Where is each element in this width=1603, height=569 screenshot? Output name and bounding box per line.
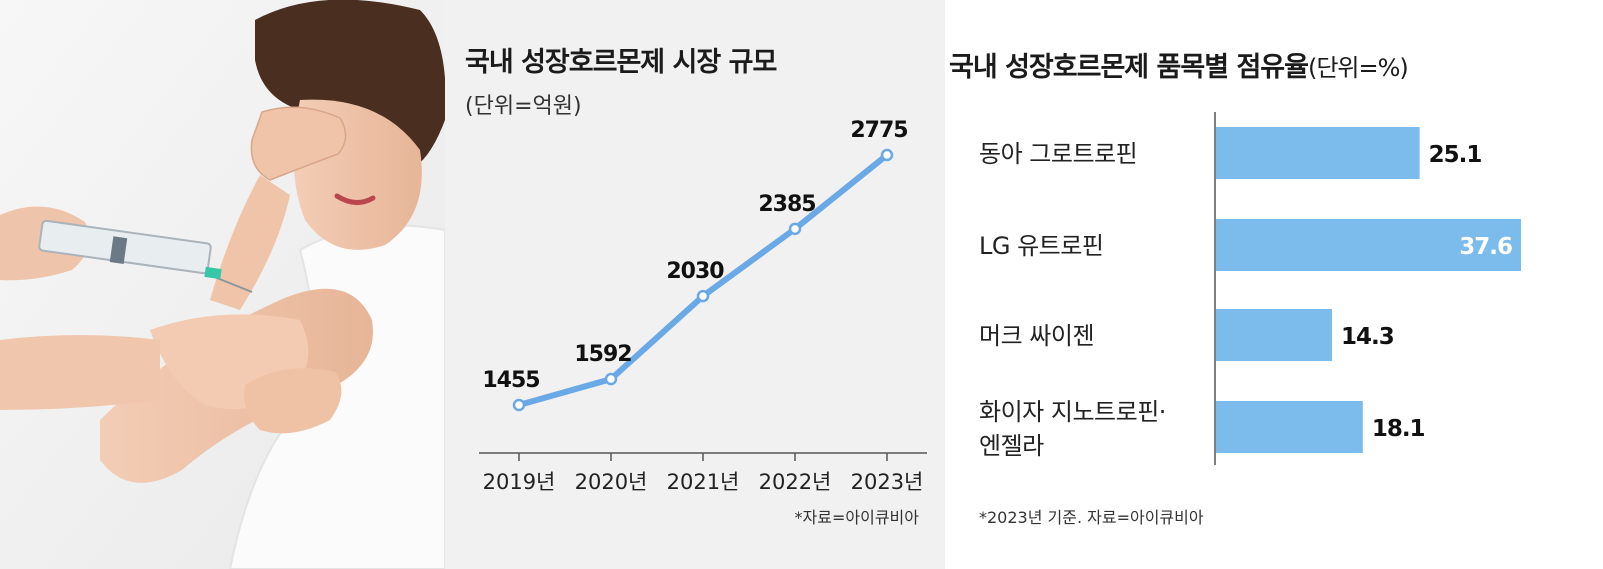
data-label: 2775 [850, 118, 907, 143]
bar [1216, 401, 1363, 453]
data-point [512, 398, 526, 412]
bar-value-label: 18.1 [1372, 416, 1425, 442]
x-tick-label: 2019년 [483, 470, 556, 494]
data-label: 1592 [574, 342, 631, 367]
line-chart-source: *자료=아이큐비아 [794, 508, 919, 527]
line-chart-title: 국내 성장호르몬제 시장 규모 [465, 47, 777, 78]
bar-chart-title: 국내 성장호르몬제 품목별 점유율(단위=%) [949, 45, 1409, 84]
x-tick-label: 2020년 [575, 470, 648, 494]
bar-category-label: 엔젤라 [979, 432, 1044, 460]
data-point [696, 289, 710, 303]
bar-category-label: LG 유트로핀 [979, 232, 1103, 260]
bar [1216, 309, 1332, 361]
bar [1216, 219, 1521, 271]
x-tick-label: 2022년 [759, 470, 832, 494]
data-label: 2385 [758, 192, 815, 217]
bar-category-label: 동아 그로트로핀 [979, 140, 1137, 168]
line-chart: 2019년 2020년 2021년 2022년 2023년 1455 1592 2030 23… [479, 118, 927, 494]
bar-value-label: 14.3 [1341, 324, 1394, 350]
photo-child-injection [0, 0, 445, 569]
bar-category-label: 머크 싸이젠 [979, 322, 1094, 350]
x-tick-label: 2021년 [667, 470, 740, 494]
bar-chart-source: *2023년 기준. 자료=아이큐비아 [979, 508, 1204, 527]
line-chart-unit: (단위=억원) [465, 94, 582, 119]
bar [1216, 127, 1420, 179]
market-share-panel: 국내 성장호르몬제 품목별 점유율(단위=%) 25.1 동아 그로트로핀 37.6… [945, 0, 1603, 569]
data-label: 1455 [482, 368, 539, 393]
bar-category-label: 화이자 지노트로핀· [979, 398, 1166, 426]
bar-chart-unit: (단위=%) [1307, 54, 1409, 82]
bar-value-label: 37.6 [1459, 234, 1512, 260]
data-point [788, 222, 802, 236]
bar-chart-title-text: 국내 성장호르몬제 품목별 점유율 [949, 52, 1309, 83]
data-point [880, 148, 894, 162]
data-point [604, 372, 618, 386]
market-size-panel: 국내 성장호르몬제 시장 규모 (단위=억원) 2019년 2020년 2021년 2… [445, 0, 945, 569]
bar-chart: 25.1 동아 그로트로핀 37.6 LG 유트로핀 14.3 머크 싸이젠 18.1 화이자… [979, 112, 1521, 465]
syringe-icon [38, 219, 253, 293]
bar-value-label: 25.1 [1429, 142, 1482, 168]
data-label: 2030 [666, 259, 724, 284]
x-tick-label: 2023년 [851, 470, 924, 494]
photo-illustration [0, 0, 445, 569]
